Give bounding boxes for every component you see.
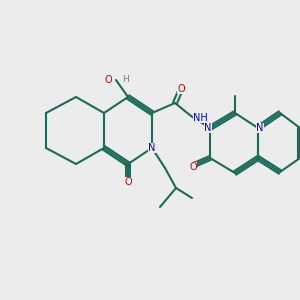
Text: O: O (177, 84, 185, 94)
Text: H: H (122, 74, 129, 83)
Text: O: O (124, 177, 132, 187)
Text: O: O (104, 75, 112, 85)
Text: N: N (148, 143, 156, 153)
Text: O: O (189, 162, 197, 172)
Text: NH: NH (193, 113, 208, 123)
Text: N: N (204, 123, 212, 133)
Text: N: N (256, 123, 264, 133)
